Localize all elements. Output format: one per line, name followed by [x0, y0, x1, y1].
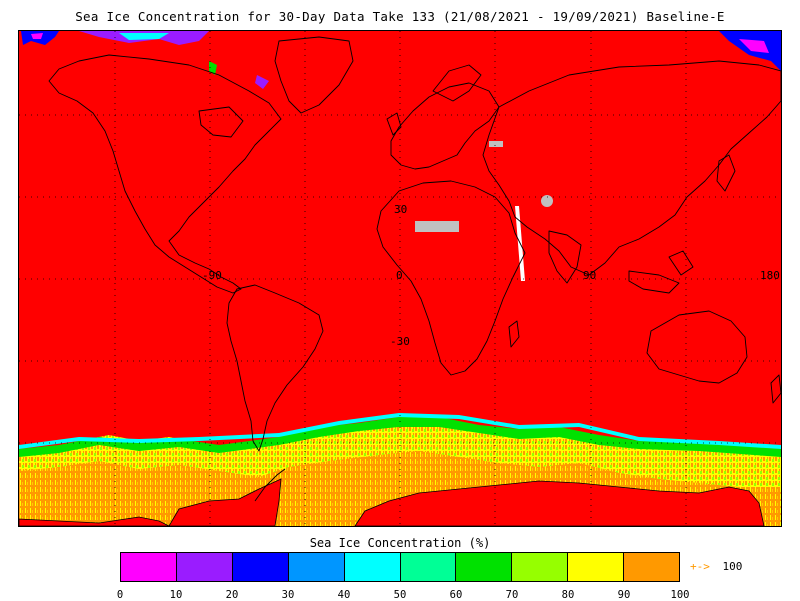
colorbar-tick-90: 90	[617, 589, 631, 601]
grid-label-lon-180: 180	[760, 269, 780, 282]
colorbar-tick-40: 40	[337, 589, 351, 601]
grid-label-lon-90e: 90	[583, 269, 596, 282]
colorbar-tick-30: 30	[281, 589, 295, 601]
colorbar-swatch-0	[121, 553, 177, 581]
colorbar-swatch-4	[344, 553, 401, 581]
antarctic-ice	[19, 413, 781, 526]
colorbar-swatch-8	[568, 553, 625, 581]
colorbar-tick-80: 80	[561, 589, 575, 601]
colorbar-tick-0: 0	[116, 589, 124, 601]
map-title: Sea Ice Concentration for 30-Day Data Ta…	[75, 9, 725, 24]
colorbar-swatch-5	[400, 553, 457, 581]
grid-label-lat-30s: -30	[390, 335, 410, 348]
colorbar-swatch-2	[232, 553, 289, 581]
colorbar-swatch-3	[288, 553, 345, 581]
grid-label-lat-0: 0	[396, 269, 403, 282]
colorbar-title: Sea Ice Concentration (%)	[309, 536, 491, 550]
colorbar-swatch-6	[456, 553, 513, 581]
colorbar-tick-70: 70	[505, 589, 519, 601]
colorbar-tick-50: 50	[393, 589, 407, 601]
overflow-label: 100	[722, 560, 743, 573]
colorbar-tick-60: 60	[449, 589, 463, 601]
colorbar-tick-10: 10	[169, 589, 183, 601]
colorbar-swatch-1	[176, 553, 233, 581]
coastlines	[48, 36, 781, 502]
colorbar-tick-20: 20	[225, 589, 239, 601]
colorbar-swatch-7	[512, 553, 569, 581]
colorbar	[120, 552, 680, 582]
sea-ice-map: 30 0 -30 -90 90 180	[18, 30, 782, 527]
grid-label-lon-90w: -90	[202, 269, 222, 282]
overflow-legend: +-> 100	[690, 560, 742, 573]
colorbar-tick-100: 100	[670, 589, 690, 601]
overflow-arrow: +->	[690, 560, 710, 573]
colorbar-swatch-9	[624, 553, 680, 581]
grid-label-lat-30n: 30	[394, 203, 407, 216]
graticule	[19, 31, 781, 526]
arctic-ice	[21, 31, 781, 89]
